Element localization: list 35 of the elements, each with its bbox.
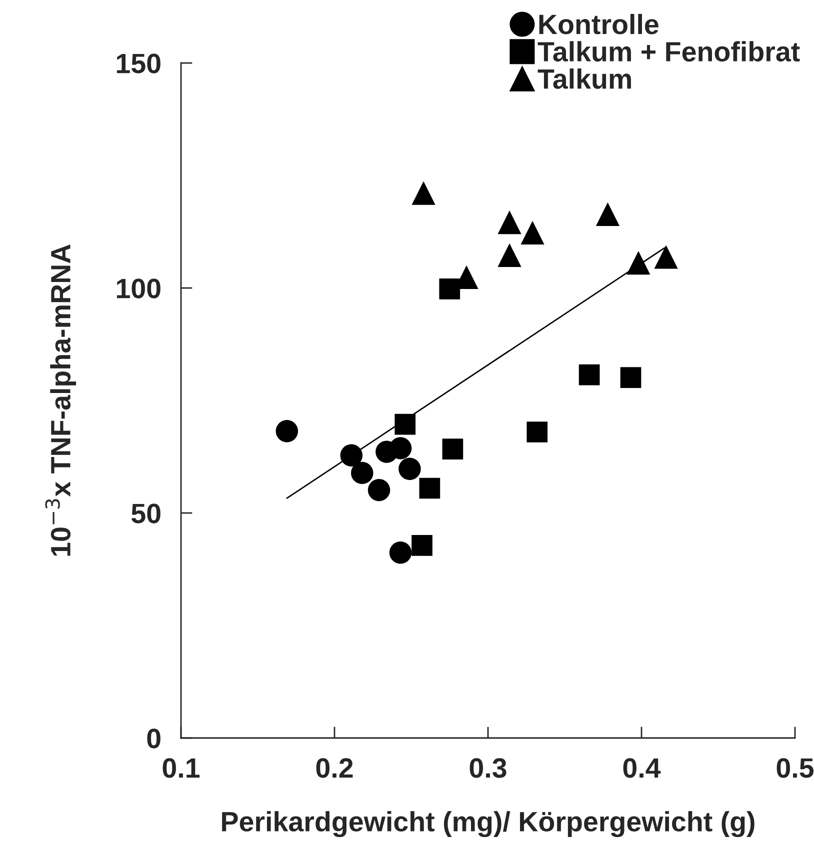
- x-axis-title: Perikardgewicht (mg)/ Körpergewicht (g): [222, 811, 754, 838]
- x-tick-label: 0.1: [162, 758, 200, 778]
- x-tick-label: 0.4: [623, 758, 661, 778]
- y-tick-label: 150: [116, 54, 160, 74]
- point: [578, 364, 600, 386]
- point: [596, 202, 620, 226]
- y-tick-label: 100: [116, 278, 160, 298]
- legend-label: Kontrolle: [539, 14, 658, 34]
- point: [419, 478, 440, 499]
- point: [398, 458, 421, 480]
- point: [276, 420, 298, 442]
- point: [394, 414, 416, 435]
- point: [439, 278, 460, 300]
- y-tick-label: 50: [132, 504, 160, 524]
- y-axis-title: 10$^{−3}$x TNF-alpha-mRNA: [45, 244, 76, 556]
- x-tick-label: 0.5: [776, 758, 814, 778]
- point: [498, 243, 522, 267]
- x-tick-label: 0.3: [470, 758, 506, 778]
- point: [351, 462, 374, 484]
- point: [526, 422, 548, 442]
- point: [442, 438, 464, 460]
- point: [389, 437, 412, 460]
- point: [389, 541, 412, 564]
- point: [368, 478, 390, 502]
- point: [620, 367, 642, 388]
- y-tick-label: 0: [147, 728, 160, 748]
- legend-label: Talkum: [538, 68, 631, 89]
- x-tick-label: 0.2: [316, 758, 353, 778]
- point: [412, 181, 436, 205]
- point: [412, 534, 432, 556]
- point: [498, 210, 522, 234]
- point: [520, 220, 544, 244]
- legend-label: Talkum + Fenofibrat: [538, 41, 800, 62]
- point: [654, 245, 678, 269]
- point: [626, 250, 650, 275]
